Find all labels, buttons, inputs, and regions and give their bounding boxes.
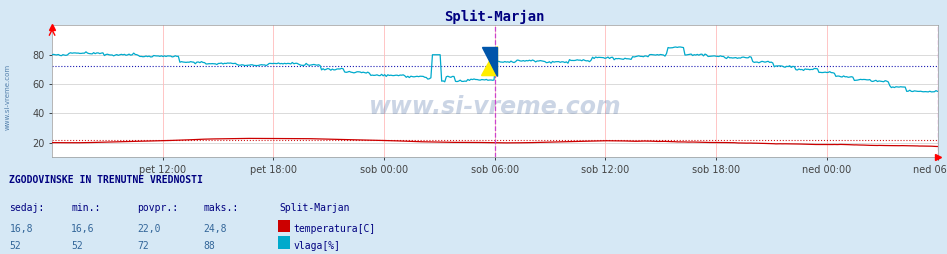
Title: Split-Marjan: Split-Marjan (444, 10, 545, 24)
Text: 16,6: 16,6 (71, 224, 95, 233)
Text: 52: 52 (71, 241, 82, 251)
Text: sedaj:: sedaj: (9, 203, 45, 213)
Text: 22,0: 22,0 (137, 224, 161, 233)
Text: 16,8: 16,8 (9, 224, 33, 233)
Text: 72: 72 (137, 241, 149, 251)
Text: vlaga[%]: vlaga[%] (294, 241, 341, 251)
Text: min.:: min.: (71, 203, 100, 213)
Polygon shape (481, 46, 497, 76)
Text: 52: 52 (9, 241, 21, 251)
Text: 88: 88 (204, 241, 215, 251)
Text: 24,8: 24,8 (204, 224, 227, 233)
Text: Split-Marjan: Split-Marjan (279, 203, 349, 213)
Text: maks.:: maks.: (204, 203, 239, 213)
Polygon shape (481, 46, 497, 76)
Text: www.si-vreme.com: www.si-vreme.com (5, 64, 10, 130)
Text: ZGODOVINSKE IN TRENUTNE VREDNOSTI: ZGODOVINSKE IN TRENUTNE VREDNOSTI (9, 175, 204, 185)
Text: povpr.:: povpr.: (137, 203, 178, 213)
Text: www.si-vreme.com: www.si-vreme.com (368, 95, 621, 119)
Text: temperatura[C]: temperatura[C] (294, 224, 376, 233)
